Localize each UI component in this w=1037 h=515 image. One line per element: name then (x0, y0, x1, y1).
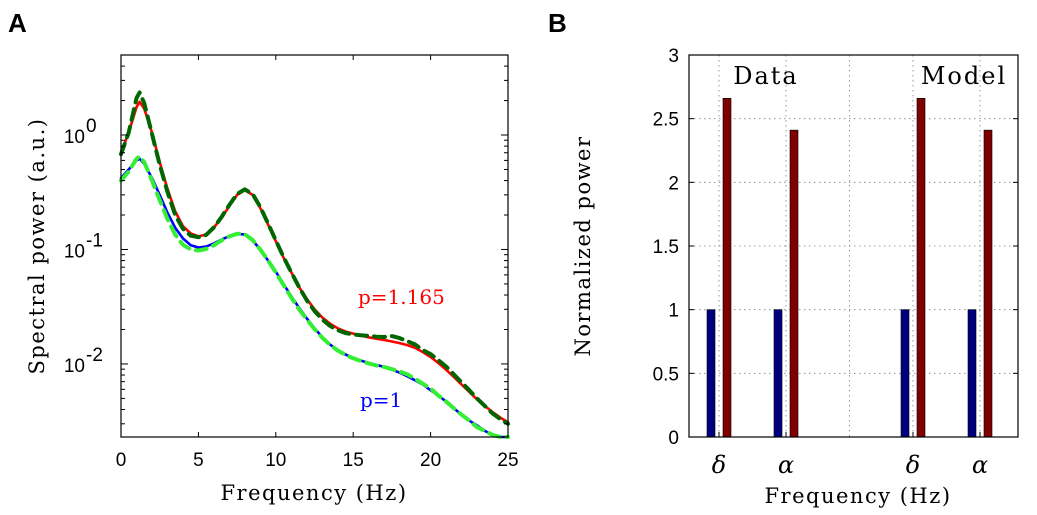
panel-b-label: B (548, 8, 567, 38)
bar (706, 309, 716, 438)
bar (916, 97, 926, 438)
panel-b-ticks: 0 0.5 1 1.5 2 2.5 3 δ α δ α (653, 46, 1018, 479)
panel-a-x-axis-title: Frequency (Hz) (220, 481, 407, 505)
x-tick-label: δ (712, 451, 726, 479)
bar (789, 129, 799, 438)
bar (900, 309, 910, 438)
y-tick-label: 10 (64, 356, 85, 377)
panel-b-y-axis-title: Normalized power (571, 135, 595, 356)
bar (967, 309, 977, 438)
annotation-p-1165: p=1.165 (358, 285, 445, 309)
x-tick-label: 15 (343, 450, 364, 471)
x-tick-label: δ (906, 451, 920, 479)
y-tick-label: 1.5 (653, 237, 679, 258)
group-label-data: Data (733, 62, 799, 90)
series-line-1 (119, 157, 510, 439)
panel-a-axes-frame (120, 54, 509, 438)
panel-b-x-axis-title: Frequency (Hz) (764, 484, 951, 508)
y-tick-label: 2.5 (653, 110, 679, 131)
bar (722, 97, 732, 438)
x-tick-label: 25 (497, 450, 518, 471)
y-tick-label: 3 (668, 46, 679, 67)
series-line-4 (119, 90, 510, 426)
x-tick-label: 5 (193, 450, 204, 471)
y-tick-exponent: 0 (86, 116, 97, 137)
y-tick-exponent: -2 (86, 345, 103, 366)
panel-a-series (119, 90, 510, 439)
y-tick-exponent: -1 (86, 230, 103, 251)
annotation-p-1: p=1 (360, 388, 402, 412)
x-tick-label: α (972, 451, 988, 479)
series-line-3 (119, 100, 510, 424)
panel-a-y-axis-title: Spectral power (a.u.) (25, 118, 49, 375)
group-label-model: Model (921, 62, 1007, 90)
panel-a-label: A (8, 8, 27, 38)
panel-b-plot: 0 0.5 1 1.5 2 2.5 3 δ α δ α Data Model Frequency (… (571, 46, 1019, 508)
y-tick-label: 10 (64, 241, 85, 262)
y-tick-label: 2 (668, 173, 679, 194)
y-tick-label: 1 (668, 301, 679, 322)
y-tick-label: 0 (668, 428, 679, 449)
bar (773, 309, 783, 438)
bar (983, 129, 993, 438)
x-tick-label: 10 (265, 450, 286, 471)
x-tick-label: α (778, 451, 794, 479)
y-tick-label: 0.5 (653, 364, 679, 385)
x-tick-label: 0 (116, 450, 127, 471)
y-tick-label: 10 (64, 127, 85, 148)
x-tick-label: 20 (420, 450, 441, 471)
panel-b-bars (706, 97, 993, 438)
panel-b-grid (689, 55, 1018, 437)
series-line-2 (119, 154, 510, 439)
